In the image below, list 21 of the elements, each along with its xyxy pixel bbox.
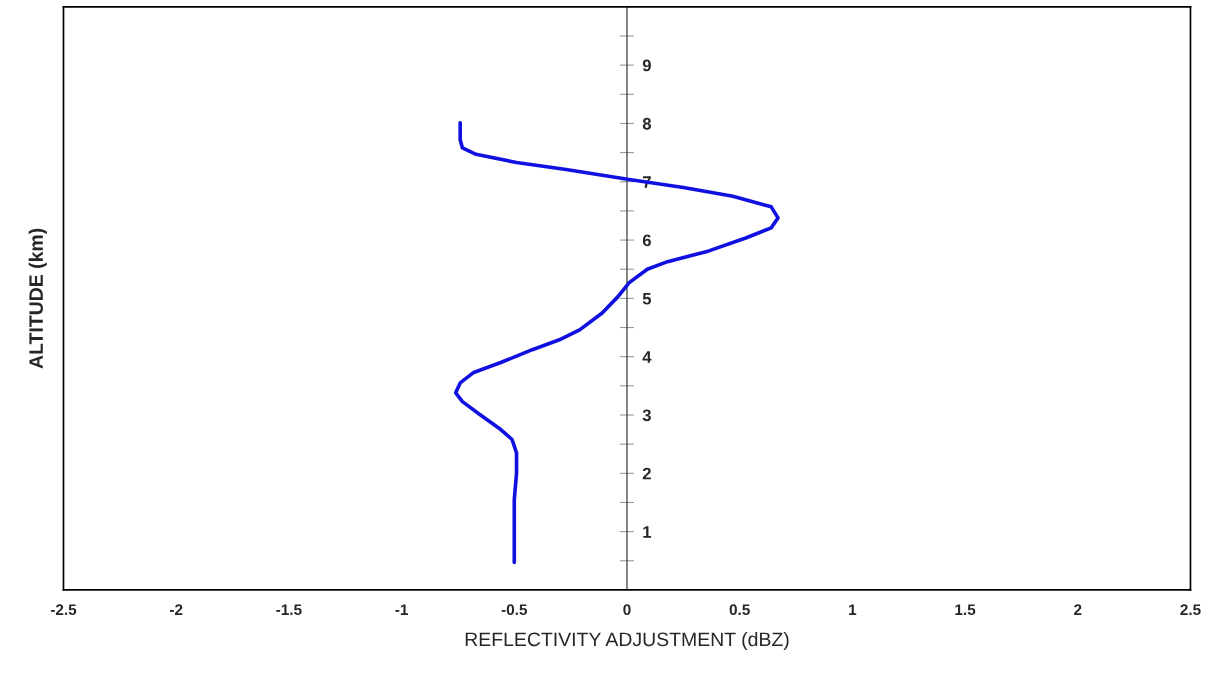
x-tick-label: 1 xyxy=(849,604,857,615)
x-tick-label: -2.5 xyxy=(50,604,77,616)
y-tick-label: 3 xyxy=(642,409,651,422)
y-tick-label: 5 xyxy=(642,292,652,305)
y-tick-label: 1 xyxy=(643,526,652,538)
y-tick-label: 4 xyxy=(642,351,652,363)
x-tick-label: -1.5 xyxy=(276,604,302,616)
x-tick-label: -1 xyxy=(395,604,408,615)
x-tick-label: 0 xyxy=(623,604,631,616)
x-tick-label: -0.5 xyxy=(501,604,528,616)
y-tick-label: 9 xyxy=(642,59,651,72)
y-tick-label: 8 xyxy=(642,117,652,130)
x-tick-label: 1.5 xyxy=(955,604,976,616)
x-tick-label: 2 xyxy=(1074,604,1082,615)
y-tick-label: 6 xyxy=(642,234,651,247)
y-axis-title: ALTITUDE (km) xyxy=(28,228,47,369)
x-tick-label: 2.5 xyxy=(1180,604,1201,616)
y-tick-label: 2 xyxy=(642,467,651,480)
x-tick-label: 0.5 xyxy=(729,604,750,616)
x-tick-label: -2 xyxy=(170,604,183,615)
x-axis-title: REFLECTIVITY ADJUSTMENT (dBZ) xyxy=(465,631,789,651)
